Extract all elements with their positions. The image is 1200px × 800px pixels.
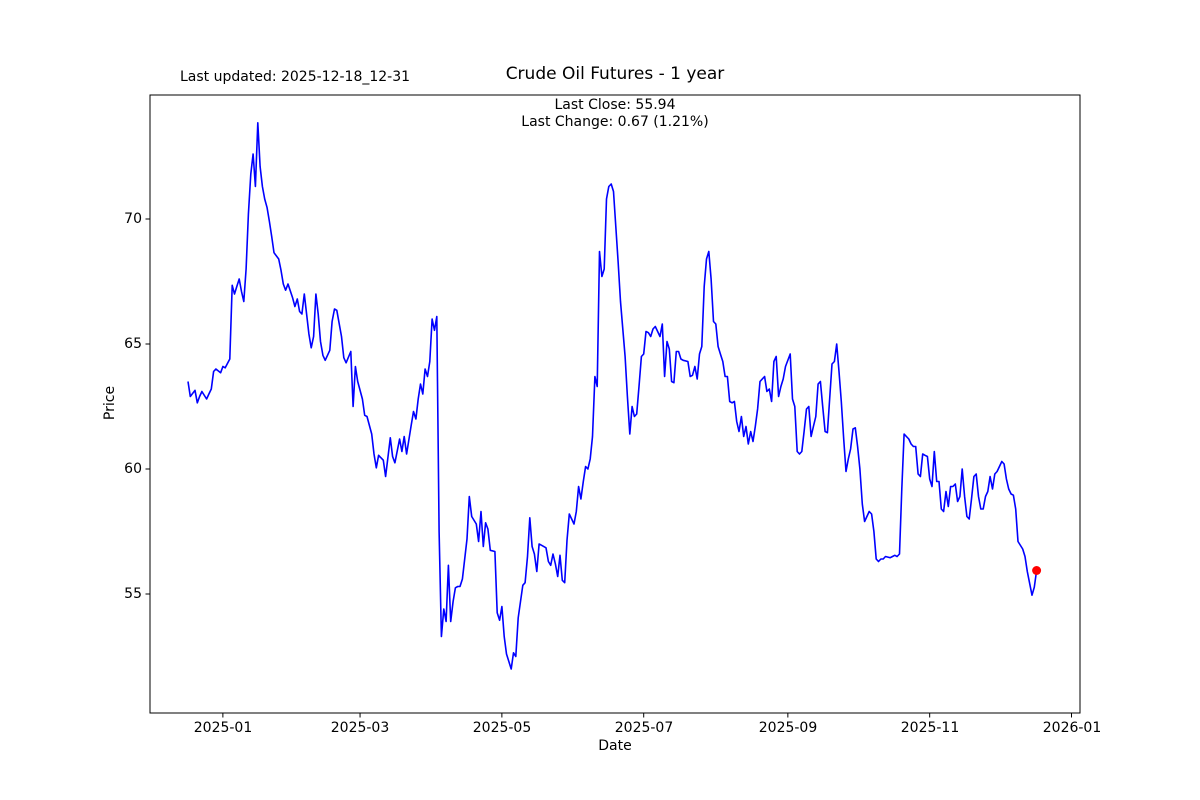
last-close-line: Last Close: 55.94: [554, 97, 676, 113]
y-tick-label: 55: [124, 586, 142, 602]
price-line: [187, 122, 1038, 670]
x-tick-label: 2025-01: [193, 720, 253, 736]
y-tick-label: 70: [124, 211, 142, 227]
x-tick-label: 2025-05: [472, 720, 532, 736]
last-change-line: Last Change: 0.67 (1.21%): [521, 114, 709, 130]
last-price-marker: [1032, 566, 1042, 575]
y-tick-label: 65: [124, 336, 142, 352]
axis-tick-marks: [145, 218, 1072, 718]
y-axis-label: Price: [102, 385, 118, 421]
x-tick-label: 2025-07: [614, 720, 674, 736]
x-tick-label: 2025-03: [330, 720, 390, 736]
y-tick-label: 60: [124, 461, 142, 477]
plot-border: [149, 94, 1081, 714]
x-axis-label: Date: [598, 738, 632, 754]
last-updated-label: Last updated: 2025-12-18_12-31: [180, 69, 411, 85]
x-tick-label: 2025-09: [758, 720, 818, 736]
last-close-annotation: Last Close: 55.94 Last Change: 0.67 (1.2…: [150, 97, 1080, 131]
chart-title: Crude Oil Futures - 1 year: [505, 64, 725, 84]
x-tick-label: 2026-01: [1042, 720, 1102, 736]
x-tick-label: 2025-11: [900, 720, 960, 736]
